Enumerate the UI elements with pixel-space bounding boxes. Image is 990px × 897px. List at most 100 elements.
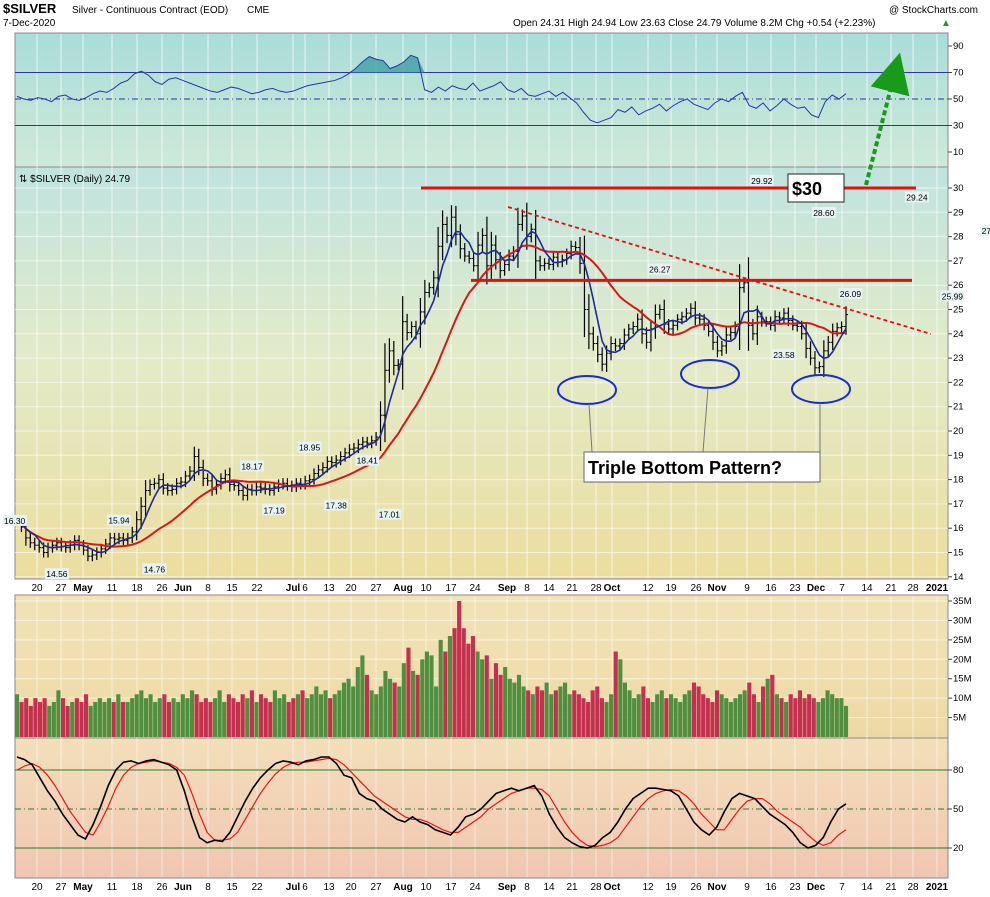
x-tick-label: 20 bbox=[345, 882, 357, 893]
volume-bar bbox=[480, 659, 485, 737]
x-tick-label: 13 bbox=[323, 882, 335, 893]
price-label-box bbox=[262, 504, 287, 516]
volume-bar bbox=[761, 686, 766, 737]
price-label-box bbox=[377, 508, 402, 520]
volume-tick-label: 20M bbox=[953, 654, 972, 665]
volume-bar bbox=[549, 694, 554, 737]
price-value-label: 17.01 bbox=[379, 510, 401, 520]
symbol-title: $SILVER bbox=[3, 1, 57, 16]
x-tick-label: 26 bbox=[156, 882, 168, 893]
x-tick-label: 19 bbox=[665, 882, 677, 893]
x-tick-label: 8 bbox=[524, 583, 530, 594]
bottom-circle bbox=[557, 375, 617, 405]
volume-bar bbox=[507, 678, 512, 737]
x-tick-label: 20 bbox=[345, 583, 357, 594]
volume-bar bbox=[839, 698, 844, 737]
volume-bar bbox=[295, 694, 300, 737]
volume-bar bbox=[300, 690, 305, 737]
price-label-box bbox=[324, 499, 349, 511]
volume-bar bbox=[226, 694, 231, 737]
volume-bar bbox=[590, 690, 595, 737]
volume-bar bbox=[420, 659, 425, 737]
callout-connector bbox=[588, 403, 593, 453]
volume-bar bbox=[457, 601, 462, 737]
volume-bar bbox=[493, 663, 499, 737]
rsi-panel bbox=[14, 32, 949, 168]
x-tick-label: 12 bbox=[642, 583, 654, 594]
volume-bar bbox=[664, 698, 669, 737]
volume-bar bbox=[530, 694, 535, 737]
x-tick-label: 27 bbox=[55, 882, 67, 893]
x-tick-label: 28 bbox=[907, 882, 919, 893]
price-label-box bbox=[142, 563, 167, 575]
volume-bar bbox=[632, 698, 637, 737]
price-tick-label: 26 bbox=[953, 280, 964, 291]
volume-bar bbox=[189, 690, 195, 737]
price-value-label: 16.30 bbox=[4, 516, 26, 526]
volume-bar bbox=[645, 698, 651, 737]
x-tick-label: 27 bbox=[370, 882, 382, 893]
x-tick-label: 8 bbox=[205, 882, 211, 893]
exchange-label: CME bbox=[247, 5, 270, 16]
x-tick-label: 9 bbox=[744, 882, 750, 893]
volume-bar bbox=[498, 674, 503, 737]
stochastic-tick-label: 80 bbox=[953, 765, 964, 776]
volume-tick-label: 30M bbox=[953, 615, 972, 626]
price-tick-label: 22 bbox=[953, 377, 964, 388]
price-label-box bbox=[355, 454, 380, 466]
volume-bar bbox=[341, 682, 347, 737]
volume-bar bbox=[659, 690, 664, 737]
price-value-label: 18.17 bbox=[241, 461, 263, 471]
price-tick-label: 16 bbox=[953, 523, 964, 534]
x-tick-label: 11 bbox=[107, 882, 118, 893]
volume-bar bbox=[208, 702, 213, 737]
x-tick-label: 16 bbox=[765, 882, 777, 893]
volume-bar bbox=[774, 694, 779, 737]
ma-short-line bbox=[16, 230, 847, 554]
volume-bar bbox=[318, 694, 324, 737]
x-tick-label: 10 bbox=[420, 583, 432, 594]
bottom-circle bbox=[791, 374, 851, 404]
volume-bar bbox=[793, 698, 798, 737]
x-tick-label: 20 bbox=[31, 583, 43, 594]
price-label-box bbox=[647, 263, 672, 275]
stochastic-tick-label: 50 bbox=[953, 804, 964, 815]
volume-bar bbox=[622, 682, 627, 737]
volume-bar bbox=[650, 702, 655, 737]
x-tick-label: 21 bbox=[885, 583, 897, 594]
volume-bar bbox=[609, 694, 614, 737]
volume-bar bbox=[387, 678, 393, 737]
volume-bar bbox=[733, 698, 738, 737]
volume-bar bbox=[176, 702, 181, 737]
pattern-callout-box bbox=[583, 451, 821, 483]
volume-bar bbox=[512, 682, 517, 737]
volume-bar bbox=[143, 698, 149, 737]
callout-30-text: $30 bbox=[792, 179, 822, 199]
volume-bar bbox=[254, 702, 259, 737]
volume-bar bbox=[429, 655, 434, 737]
callout-30-box bbox=[787, 173, 845, 203]
price-tick-label: 20 bbox=[953, 426, 964, 437]
symbol-description: Silver - Continuous Contract (EOD) bbox=[72, 5, 228, 16]
volume-bar bbox=[277, 698, 282, 737]
volume-bar bbox=[843, 705, 849, 737]
x-tick-label: 7 bbox=[839, 583, 845, 594]
volume-bar bbox=[97, 698, 102, 737]
volume-bar bbox=[203, 698, 208, 737]
volume-bar bbox=[392, 682, 397, 737]
volume-bar bbox=[544, 682, 549, 737]
volume-bar bbox=[364, 674, 370, 737]
price-label-box bbox=[940, 290, 965, 302]
volume-bar bbox=[245, 698, 250, 737]
volume-bar bbox=[572, 690, 577, 737]
x-tick-label: 2021 bbox=[926, 882, 949, 893]
x-tick-label: 21 bbox=[566, 882, 578, 893]
price-label-box bbox=[239, 460, 264, 472]
price-label-box bbox=[904, 191, 929, 203]
price-tick-label: 19 bbox=[953, 450, 964, 461]
volume-bar bbox=[613, 651, 618, 737]
rsi-tick-label: 70 bbox=[953, 68, 964, 79]
price-label-box bbox=[749, 174, 774, 186]
price-label-box bbox=[44, 568, 69, 580]
volume-bar bbox=[539, 690, 545, 737]
